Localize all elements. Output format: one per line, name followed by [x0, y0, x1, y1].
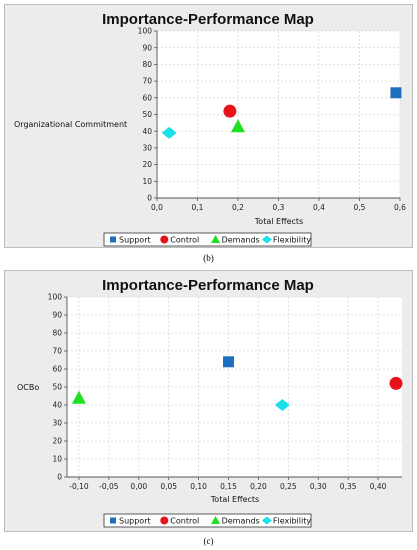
legend-label-support: Support	[119, 517, 151, 526]
chart-title: Importance-Performance Map	[102, 11, 314, 28]
x-tick-label: -0,05	[99, 482, 119, 491]
y-tick-label: 50	[142, 110, 152, 119]
data-point-support	[223, 356, 235, 368]
x-tick-label: 0,0	[151, 203, 163, 212]
y-tick-label: 20	[142, 160, 152, 169]
legend-label-flexibility: Flexibility	[273, 517, 311, 526]
data-point-flexibility	[274, 399, 290, 411]
y-tick-label: 80	[142, 60, 152, 69]
x-tick-label: 0,20	[250, 482, 267, 491]
legend-marker-support	[110, 517, 116, 524]
x-tick-label: 0,5	[354, 203, 366, 212]
y-tick-label: 50	[52, 383, 62, 392]
figure-caption-b: (b)	[203, 253, 214, 263]
y-tick-label: 20	[52, 437, 62, 446]
y-tick-label: 80	[52, 329, 62, 338]
legend-marker-flexibility	[261, 516, 272, 525]
y-tick-label: 0	[57, 473, 62, 482]
x-tick-label: 0,00	[130, 482, 147, 491]
chart-c-svg: Importance-Performance Map 0 10 20 30 40 50 60 7…	[17, 277, 403, 528]
y-tick-label: 10	[142, 177, 152, 186]
legend-label-control: Control	[170, 517, 199, 526]
legend-marker-support	[110, 236, 116, 243]
y-axis-label: Organizational Commitment	[14, 120, 127, 129]
legend-label-demands: Demands	[222, 517, 260, 526]
x-tick-label: 0,30	[310, 482, 327, 491]
y-tick-label: 90	[142, 43, 152, 52]
y-tick-label: 40	[142, 127, 152, 136]
legend-label-control: Control	[170, 236, 199, 245]
legend-label-flexibility: Flexibility	[273, 236, 311, 245]
y-tick-label: 30	[52, 419, 62, 428]
x-tick-label: 0,10	[190, 482, 207, 491]
x-tick-label: 0,40	[370, 482, 387, 491]
y-tick-label: 60	[52, 365, 62, 374]
chart-b-svg: Importance-Performance Map 0 10 20 30 40 50 60 7…	[14, 11, 406, 247]
legend-label-demands: Demands	[222, 236, 260, 245]
x-tick-label: 0,4	[313, 203, 325, 212]
legend-marker-control	[160, 516, 169, 525]
chart-panel-c: Importance-Performance Map 0 10 20 30 40 50 60 7…	[4, 270, 413, 532]
x-axis-label: Total Effects	[210, 495, 259, 504]
x-tick-label: 0,15	[220, 482, 237, 491]
x-tick-label: 0,2	[232, 203, 244, 212]
x-tick-label: 0,05	[160, 482, 177, 491]
legend-label-support: Support	[119, 236, 151, 245]
x-tick-label: -0,10	[69, 482, 89, 491]
legend-marker-flexibility	[261, 235, 272, 244]
data-point-demands	[71, 390, 86, 404]
legend-marker-demands	[211, 516, 221, 524]
plot-area	[67, 297, 402, 477]
data-point-control	[389, 376, 403, 390]
x-tick-label: 0,3	[273, 203, 285, 212]
data-point-demands	[231, 119, 245, 133]
chart-title: Importance-Performance Map	[102, 277, 314, 294]
y-tick-label: 10	[52, 455, 62, 464]
y-axis-label: OCBo	[17, 383, 39, 392]
legend-marker-control	[160, 235, 169, 244]
y-tick-label: 0	[147, 194, 152, 203]
x-axis-label: Total Effects	[254, 217, 303, 226]
legend-marker-demands	[211, 235, 221, 243]
y-tick-label: 70	[52, 347, 62, 356]
legend-box	[103, 513, 312, 528]
x-tick-label: 0,6	[394, 203, 406, 212]
y-tick-label: 30	[142, 144, 152, 153]
y-tick-label: 100	[48, 293, 63, 302]
x-tick-label: 0,35	[340, 482, 357, 491]
data-point-control	[223, 104, 237, 118]
y-tick-label: 40	[52, 401, 62, 410]
x-tick-label: 0,25	[280, 482, 297, 491]
chart-panel-b: Importance-Performance Map 0 10 20 30 40 50 60 7…	[4, 4, 413, 248]
y-tick-label: 100	[138, 27, 153, 36]
y-tick-label: 60	[142, 93, 152, 102]
data-point-support	[390, 87, 402, 99]
y-tick-label: 70	[142, 77, 152, 86]
x-tick-label: 0,1	[192, 203, 204, 212]
y-tick-label: 90	[52, 311, 62, 320]
figure-caption-c: (c)	[203, 536, 214, 546]
legend-box	[103, 232, 312, 247]
